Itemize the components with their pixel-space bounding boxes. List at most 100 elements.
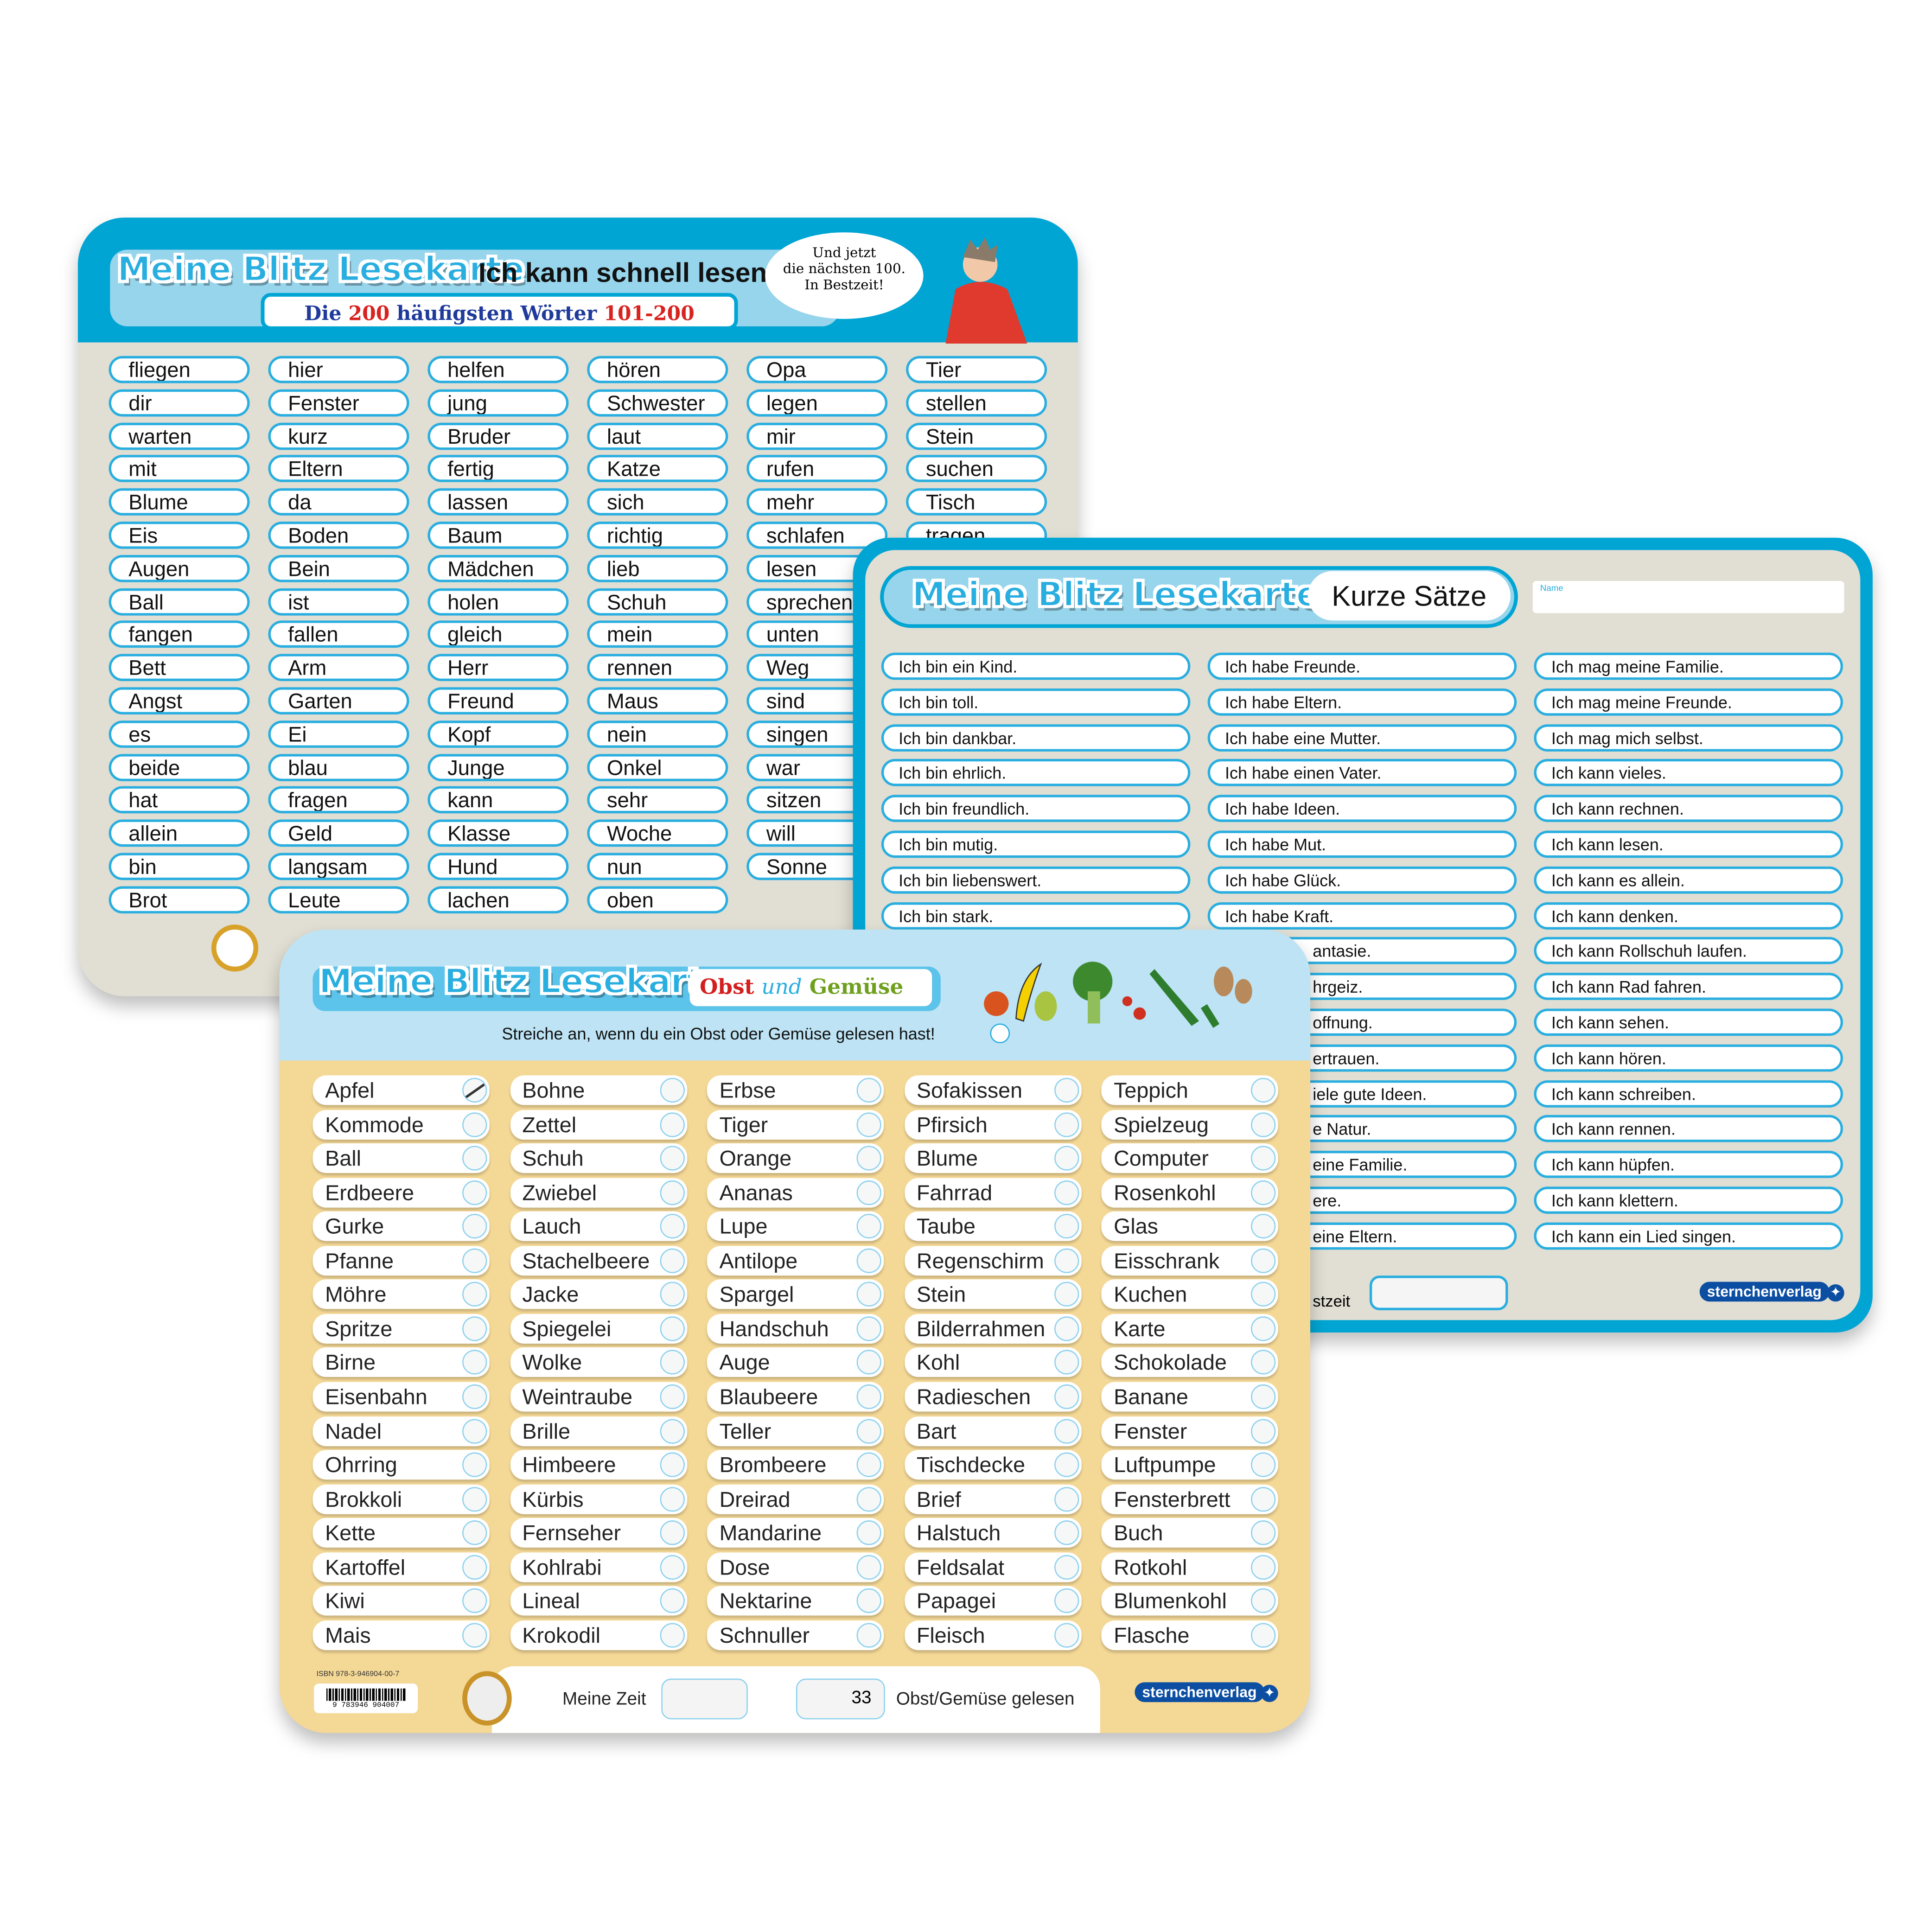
checkbox[interactable]	[659, 1486, 684, 1511]
checkbox[interactable]	[659, 1282, 684, 1307]
checkbox[interactable]	[659, 1452, 684, 1477]
checkbox[interactable]	[659, 1112, 684, 1137]
checkbox[interactable]	[1250, 1486, 1276, 1511]
checkbox[interactable]	[856, 1282, 881, 1307]
checkbox[interactable]	[1250, 1554, 1276, 1580]
checkbox[interactable]	[1053, 1112, 1079, 1137]
checkbox[interactable]	[1250, 1316, 1276, 1341]
checkbox[interactable]	[659, 1180, 684, 1205]
checklist-item: Kommode	[312, 1109, 490, 1139]
checkbox[interactable]	[856, 1350, 881, 1375]
checkbox[interactable]	[659, 1384, 684, 1409]
checkbox[interactable]	[1250, 1384, 1276, 1409]
checkbox[interactable]	[462, 1350, 487, 1375]
name-field[interactable]: Name	[1532, 581, 1844, 613]
checkbox[interactable]	[1053, 1214, 1079, 1239]
checkbox[interactable]	[856, 1112, 881, 1137]
checkbox[interactable]	[856, 1486, 881, 1511]
word-pill: blau	[268, 753, 409, 781]
checkbox[interactable]	[1250, 1214, 1276, 1239]
checkbox[interactable]	[462, 1554, 487, 1580]
checkbox[interactable]	[856, 1588, 881, 1613]
checkbox[interactable]	[1250, 1622, 1276, 1648]
checkbox[interactable]	[1053, 1350, 1079, 1375]
checkbox[interactable]	[1250, 1520, 1276, 1545]
checkbox[interactable]	[1053, 1588, 1079, 1613]
checkbox[interactable]	[1250, 1588, 1276, 1613]
checkbox[interactable]	[462, 1282, 487, 1307]
checkbox[interactable]	[462, 1520, 487, 1545]
word-pill: Blume	[108, 488, 250, 516]
checkbox[interactable]	[1053, 1554, 1079, 1580]
checkbox[interactable]	[659, 1078, 684, 1103]
checkbox[interactable]	[659, 1622, 684, 1648]
checkbox[interactable]	[856, 1214, 881, 1239]
checkbox[interactable]	[856, 1146, 881, 1171]
card-subtitle: Die 200 häufigsten Wörter 101-200	[261, 293, 738, 330]
checkbox[interactable]	[1250, 1452, 1276, 1477]
checkbox[interactable]	[1053, 1248, 1079, 1273]
checkbox[interactable]	[1053, 1146, 1079, 1171]
checkbox[interactable]	[659, 1316, 684, 1341]
best-time-field[interactable]	[1369, 1275, 1508, 1310]
checkbox[interactable]	[1250, 1078, 1276, 1103]
checkbox[interactable]	[659, 1214, 684, 1239]
checkbox[interactable]	[659, 1554, 684, 1580]
checkbox[interactable]	[856, 1384, 881, 1409]
item-label: Fahrrad	[916, 1180, 993, 1205]
checkbox[interactable]	[856, 1316, 881, 1341]
checkbox[interactable]	[659, 1248, 684, 1273]
checkbox[interactable]	[856, 1078, 881, 1103]
checkbox[interactable]	[659, 1520, 684, 1545]
checkbox[interactable]	[1250, 1180, 1276, 1205]
checkbox[interactable]	[659, 1146, 684, 1171]
checkbox[interactable]	[462, 1588, 487, 1613]
checkbox[interactable]	[1250, 1418, 1276, 1443]
checkbox[interactable]	[462, 1418, 487, 1443]
word-pill: Eis	[108, 522, 250, 549]
checkbox[interactable]	[1250, 1112, 1276, 1137]
checkbox[interactable]	[1250, 1282, 1276, 1307]
checkbox[interactable]	[462, 1248, 487, 1273]
checkbox[interactable]	[462, 1112, 487, 1137]
checkbox[interactable]	[462, 1146, 487, 1171]
checkbox[interactable]	[856, 1418, 881, 1443]
checkbox[interactable]	[1250, 1248, 1276, 1273]
checkbox[interactable]	[1053, 1452, 1079, 1477]
checklist-item: Lauch	[510, 1211, 687, 1242]
checkbox[interactable]	[1053, 1316, 1079, 1341]
checkbox[interactable]	[659, 1418, 684, 1443]
checkbox[interactable]	[462, 1452, 487, 1477]
checkbox[interactable]	[659, 1350, 684, 1375]
checkbox[interactable]	[1053, 1486, 1079, 1511]
checkbox[interactable]	[1053, 1078, 1079, 1103]
checkbox[interactable]	[1053, 1418, 1079, 1443]
checkbox[interactable]	[856, 1622, 881, 1648]
checkbox[interactable]	[462, 1078, 487, 1103]
checkbox[interactable]	[462, 1180, 487, 1205]
read-count-field[interactable]: 33	[796, 1678, 885, 1720]
checkbox[interactable]	[462, 1384, 487, 1409]
checkbox[interactable]	[1053, 1622, 1079, 1648]
checkbox[interactable]	[856, 1248, 881, 1273]
checkbox[interactable]	[1053, 1520, 1079, 1545]
checkbox[interactable]	[856, 1520, 881, 1545]
word-pill: Geld	[268, 820, 409, 847]
checkbox[interactable]	[1053, 1384, 1079, 1409]
checkbox[interactable]	[462, 1214, 487, 1239]
checkbox[interactable]	[1250, 1350, 1276, 1375]
checkbox[interactable]	[1053, 1180, 1079, 1205]
checkbox[interactable]	[856, 1452, 881, 1477]
checkbox[interactable]	[462, 1622, 487, 1648]
item-label: Lupe	[719, 1214, 768, 1239]
checkbox[interactable]	[856, 1554, 881, 1580]
checkbox[interactable]	[856, 1180, 881, 1205]
checkbox[interactable]	[1250, 1146, 1276, 1171]
sentence-pill: Ich mag mich selbst.	[1534, 724, 1843, 751]
checkbox[interactable]	[659, 1588, 684, 1613]
my-time-field[interactable]	[661, 1678, 748, 1720]
stopwatch-icon	[211, 925, 259, 972]
checkbox[interactable]	[462, 1486, 487, 1511]
checkbox[interactable]	[462, 1316, 487, 1341]
checkbox[interactable]	[1053, 1282, 1079, 1307]
